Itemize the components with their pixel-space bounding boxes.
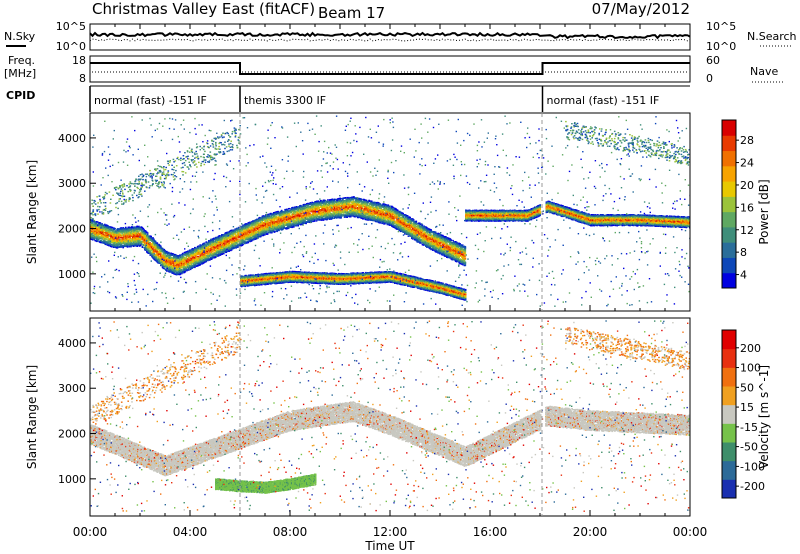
velocity-colorbar-swatch — [722, 461, 736, 480]
velocity-ytick-label: 1000 — [58, 473, 86, 486]
power-colorbar-swatch — [722, 120, 736, 136]
nsky-tick-bottom: 10^0 — [56, 40, 86, 53]
power-colorbar-tick-label: 28 — [740, 134, 754, 147]
velocity-colorbar-tick-label: -200 — [740, 480, 765, 493]
power-colorbar-swatch — [722, 212, 736, 228]
power-colorbar-tick-label: 20 — [740, 179, 754, 192]
nsky-trace — [90, 33, 690, 38]
velocity-ylabel: Slant Range [km] — [25, 365, 39, 469]
power-colorbar-tick-label: 8 — [740, 246, 747, 259]
nave-label: Nave — [750, 65, 778, 78]
power-colorbar-tick-label: 12 — [740, 224, 754, 237]
velocity-colorbar-label: Velocity [m s^-1] — [757, 365, 771, 469]
nsky-tick-top: 10^5 — [56, 20, 86, 33]
power-ylabel: Slant Range [km] — [25, 160, 39, 264]
power-colorbar-label: Power [dB] — [757, 179, 771, 244]
velocity-colorbar-tick-label: -15 — [740, 421, 758, 434]
power-ytick-label: 1000 — [58, 268, 86, 281]
velocity-colorbar-swatch — [722, 442, 736, 461]
cpid-segment-label: themis 3300 IF — [244, 94, 326, 107]
velocity-colorbar-swatch — [722, 330, 736, 349]
velocity-colorbar-tick-label: 50 — [740, 381, 754, 394]
nsearch-label: N.Search — [747, 30, 797, 43]
velocity-colorbar-swatch — [722, 367, 736, 386]
freq-label: Freq. — [8, 54, 35, 67]
nsky-label: N.Sky — [4, 30, 36, 43]
power-colorbar-swatch — [722, 196, 736, 212]
time-tick-label: 12:00 — [373, 525, 408, 539]
velocity-ytick-label: 2000 — [58, 428, 86, 441]
velocity-ytick-label: 3000 — [58, 382, 86, 395]
beam-label: Beam 17 — [318, 4, 385, 22]
freq-panel — [90, 56, 690, 82]
radar-figure: Christmas Valley East (fitACF) Beam 17 0… — [0, 0, 800, 554]
time-tick-label: 20:00 — [573, 525, 608, 539]
velocity-colorbar-swatch — [722, 405, 736, 424]
freq-tick-bottom: 8 — [79, 72, 86, 85]
power-colorbar-swatch — [722, 242, 736, 258]
power-colorbar-tick-label: 4 — [740, 269, 747, 282]
power-colorbar-swatch — [722, 135, 736, 151]
power-colorbar-tick-label: 16 — [740, 201, 754, 214]
velocity-colorbar-swatch — [722, 479, 736, 498]
velocity-ytick-label: 4000 — [58, 337, 86, 350]
freq-tick-top: 18 — [72, 54, 86, 67]
time-tick-label: 04:00 — [173, 525, 208, 539]
time-tick-label: 08:00 — [273, 525, 308, 539]
time-tick-label: 00:00 — [73, 525, 108, 539]
velocity-colorbar-swatch — [722, 349, 736, 368]
power-colorbar-swatch — [722, 166, 736, 182]
date-label: 07/May/2012 — [592, 0, 690, 18]
nsearch-trace — [90, 39, 690, 41]
power-colorbar-swatch — [722, 181, 736, 197]
velocity-colorbar-tick-label: 200 — [740, 342, 761, 355]
time-tick-label: 00:00 — [673, 525, 708, 539]
velocity-scatter — [90, 320, 691, 512]
freq-unit: [MHz] — [4, 67, 36, 80]
power-scatter — [90, 115, 692, 307]
cpid-segment-label: normal (fast) -151 IF — [94, 94, 207, 107]
cpid-label: CPID — [6, 89, 35, 102]
velocity-colorbar-swatch — [722, 386, 736, 405]
cpid-segment-label: normal (fast) -151 IF — [547, 94, 660, 107]
nsearch-tick-top: 10^5 — [706, 20, 736, 33]
velocity-colorbar-tick-label: -50 — [740, 441, 758, 454]
nave-tick-top: 60 — [706, 54, 720, 67]
power-colorbar-swatch — [722, 151, 736, 167]
time-axis-label: Time UT — [364, 539, 415, 553]
velocity-colorbar-swatch — [722, 423, 736, 442]
power-colorbar-swatch — [722, 257, 736, 273]
cpid-strip: normal (fast) -151 IF themis 3300 IF norma… — [90, 86, 690, 112]
velocity-colorbar-tick-label: 15 — [740, 401, 754, 414]
nsearch-tick-bottom: 10^0 — [706, 40, 736, 53]
power-colorbar: 28 24 20 16 12 8 4 — [722, 120, 754, 289]
nave-tick-bottom: 0 — [706, 72, 713, 85]
time-tick-label: 16:00 — [473, 525, 508, 539]
power-colorbar-tick-label: 24 — [740, 157, 754, 170]
power-colorbar-swatch — [722, 273, 736, 289]
power-ytick-label: 2000 — [58, 223, 86, 236]
power-colorbar-swatch — [722, 227, 736, 243]
power-ytick-label: 3000 — [58, 177, 86, 190]
power-ytick-label: 4000 — [58, 132, 86, 145]
station-title: Christmas Valley East (fitACF) — [92, 0, 315, 18]
